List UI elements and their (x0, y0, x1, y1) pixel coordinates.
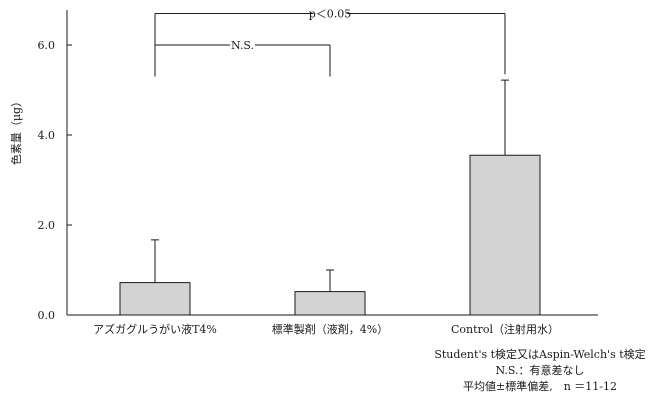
y-tick-label: 0.0 (38, 309, 56, 322)
footnote-line: 平均値±標準偏差, n ＝11-12 (463, 379, 617, 393)
y-axis-label: 色素量（μg） (9, 96, 23, 165)
significance-label: p＜0.05 (309, 8, 352, 21)
y-tick-label: 6.0 (38, 39, 56, 52)
footnote-line: N.S.：有意差なし (495, 363, 584, 377)
footnote-line: Student's t検定又はAspin-Welch's t検定 (434, 347, 645, 361)
footnotes: Student's t検定又はAspin-Welch's t検定 N.S.：有意差… (434, 347, 645, 393)
bar (470, 155, 540, 315)
bar (295, 292, 365, 315)
significance-brackets: p＜0.05 N.S. (155, 8, 505, 77)
y-tick-label: 2.0 (38, 219, 56, 232)
bar (120, 283, 190, 315)
category-label: 標準製剤（液剤，4%） (272, 322, 388, 336)
significance-label: N.S. (231, 39, 254, 52)
error-bars (151, 80, 509, 292)
category-label: Control（注射用水） (451, 322, 559, 336)
y-tick-label: 4.0 (38, 129, 56, 142)
category-label: アズガグルうがい液T4% (93, 322, 217, 336)
category-labels: アズガグルうがい液T4% 標準製剤（液剤，4%） Control（注射用水） (93, 322, 559, 336)
